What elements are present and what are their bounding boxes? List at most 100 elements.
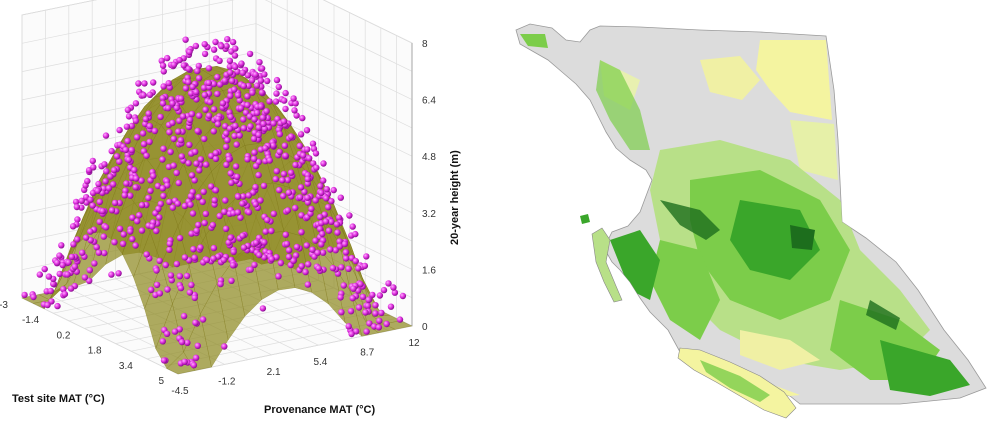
data-point (70, 241, 77, 248)
data-point (166, 129, 173, 136)
data-point (212, 187, 220, 194)
data-point (150, 172, 157, 180)
z-tick-label: 6.4 (422, 96, 436, 107)
data-point (36, 271, 43, 278)
x-tick-label: 5 (158, 376, 164, 387)
data-point (335, 214, 343, 221)
data-point (355, 265, 362, 272)
data-point (304, 194, 311, 201)
data-point (79, 249, 86, 256)
data-point (141, 80, 148, 87)
data-point (299, 114, 306, 122)
data-point (208, 183, 215, 190)
data-point (222, 225, 230, 232)
data-point (188, 110, 196, 118)
data-point (355, 287, 362, 294)
data-point (246, 50, 254, 58)
data-point (309, 246, 316, 253)
data-point (280, 170, 288, 178)
data-point (218, 43, 225, 50)
data-point (132, 117, 140, 125)
data-point (275, 83, 282, 91)
data-point (78, 197, 85, 204)
data-point (263, 108, 270, 115)
data-point (281, 142, 289, 149)
data-point (253, 82, 261, 89)
data-point (297, 131, 305, 138)
data-point (210, 128, 217, 135)
data-point (327, 246, 334, 253)
data-point (273, 76, 281, 84)
data-point (189, 210, 197, 217)
data-point (227, 234, 234, 241)
data-point (232, 122, 239, 130)
data-point (73, 203, 81, 211)
data-point (323, 195, 330, 202)
data-point (210, 80, 218, 88)
data-point (30, 293, 37, 301)
data-point (212, 155, 220, 162)
data-point (159, 185, 166, 192)
data-point (300, 152, 307, 159)
data-point (290, 257, 297, 264)
data-point (170, 135, 177, 143)
haida-gwaii-island (591, 227, 623, 303)
data-point (101, 161, 108, 168)
data-point (220, 256, 227, 264)
data-point (303, 242, 310, 249)
data-point (182, 85, 190, 92)
data-point (133, 134, 141, 141)
data-point (223, 130, 230, 137)
data-point (237, 105, 245, 112)
data-points (21, 36, 407, 369)
data-point (192, 354, 200, 361)
data-point (245, 209, 253, 216)
data-point (390, 284, 397, 291)
data-point (167, 148, 174, 156)
data-point (312, 197, 319, 204)
data-point (159, 94, 166, 102)
data-point (245, 192, 252, 199)
data-point (304, 199, 312, 206)
data-point (193, 227, 200, 234)
z-tick-label: 0 (422, 322, 428, 333)
data-point (166, 246, 173, 253)
data-point (178, 153, 185, 160)
data-point (59, 261, 66, 269)
data-point (268, 255, 275, 263)
data-point (364, 302, 372, 309)
data-point (177, 284, 185, 292)
data-point (316, 225, 324, 233)
data-point (185, 65, 192, 73)
data-point (154, 182, 162, 190)
data-point (305, 261, 312, 268)
data-point (160, 192, 167, 200)
data-point (197, 244, 204, 251)
data-point (94, 187, 101, 194)
data-point (250, 135, 258, 142)
data-point (72, 198, 80, 206)
data-point (194, 67, 201, 75)
data-point (346, 212, 353, 219)
data-point (210, 106, 218, 113)
data-point (239, 200, 246, 207)
data-point (67, 285, 75, 292)
data-point (251, 261, 258, 269)
data-point (298, 263, 305, 270)
data-point (291, 107, 298, 114)
z-tick-label: 8 (422, 39, 428, 50)
data-point (158, 57, 165, 64)
data-point (282, 231, 289, 238)
data-point (181, 254, 189, 261)
data-point (262, 145, 269, 152)
data-point (96, 198, 104, 206)
data-point (164, 54, 171, 62)
data-point (298, 229, 305, 236)
data-point (303, 127, 311, 134)
data-point (124, 137, 131, 145)
data-point (297, 194, 304, 201)
data-point (361, 262, 369, 270)
data-point (173, 104, 180, 112)
data-point (159, 338, 166, 345)
data-point (86, 267, 94, 274)
